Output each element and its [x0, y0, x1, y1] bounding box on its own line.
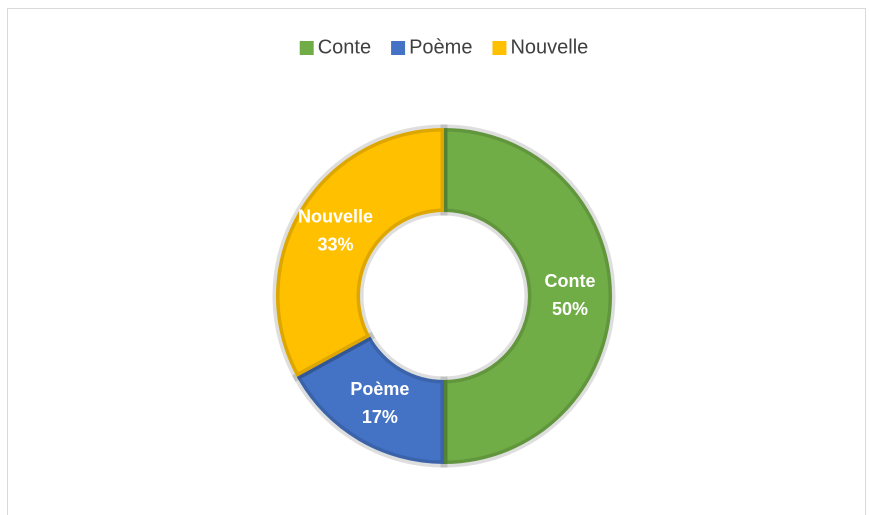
legend-label: Poème	[409, 36, 472, 58]
legend-label: Conte	[318, 36, 371, 58]
slice-edge	[292, 331, 448, 468]
data-labels: Conte 50% Poème 17% Nouvelle 33%	[298, 207, 595, 428]
slices	[272, 124, 616, 468]
legend-swatch	[492, 41, 507, 55]
data-label-value: 33%	[318, 235, 354, 255]
legend-label: Nouvelle	[510, 36, 588, 58]
data-label-category: Poème	[350, 379, 409, 399]
slice	[444, 128, 612, 464]
legend-swatch	[391, 41, 406, 55]
slice-edge	[440, 124, 616, 468]
legend-swatch	[299, 41, 314, 55]
slice-edge	[272, 124, 448, 382]
legend: Conte Poème Nouvelle	[299, 36, 588, 58]
slice	[275, 128, 444, 377]
data-label-value: 50%	[552, 299, 588, 319]
data-label-category: Nouvelle	[298, 207, 373, 227]
data-label-category: Conte	[545, 271, 596, 291]
data-label-value: 17%	[362, 407, 398, 427]
slice	[296, 336, 444, 464]
